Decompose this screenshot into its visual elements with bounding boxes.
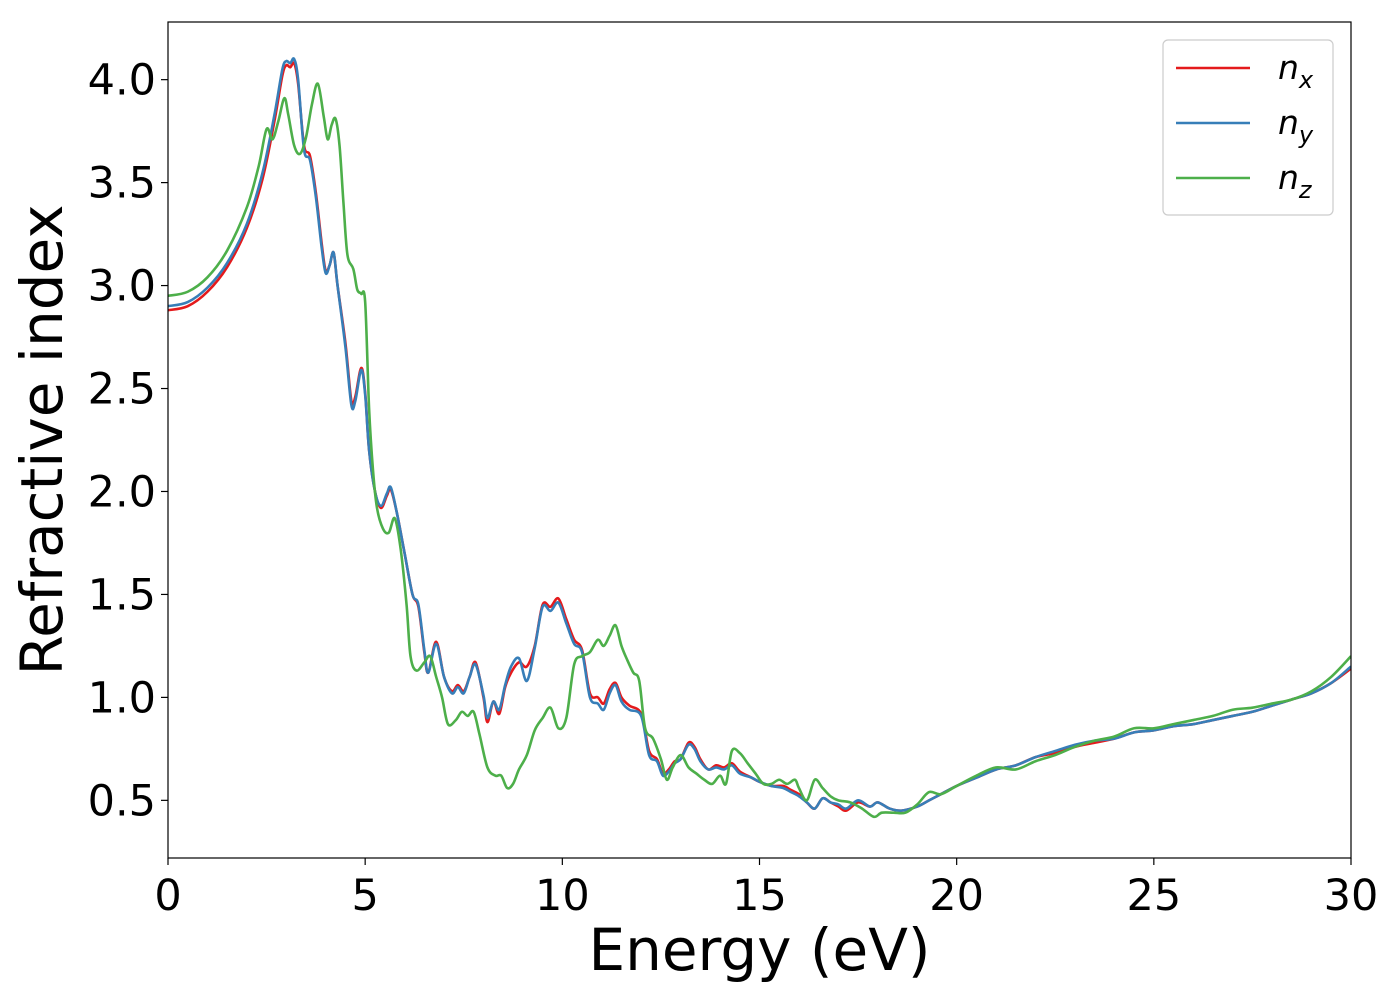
- y-tick-label: 3.0: [88, 262, 156, 312]
- legend-label-n-x: nx: [1278, 48, 1314, 94]
- legend-label-n-z: nz: [1278, 158, 1313, 204]
- y-tick-label: 0.5: [88, 776, 156, 826]
- legend-box: [1162, 39, 1334, 216]
- x-tick-label: 30: [1324, 871, 1379, 921]
- y-axis-label: Refractive index: [8, 204, 76, 675]
- y-tick-label: 2.0: [88, 467, 156, 517]
- x-tick-label: 10: [535, 871, 590, 921]
- y-tick-label: 4.0: [88, 56, 156, 106]
- x-tick-label: 20: [929, 871, 984, 921]
- y-tick-label: 3.5: [88, 159, 156, 209]
- y-tick-label: 1.5: [88, 570, 156, 620]
- x-axis-label: Energy (eV): [588, 916, 930, 984]
- legend-label-n-y: ny: [1278, 103, 1314, 149]
- y-axis-ticks: 0.5 1.0 1.5 2.0 2.5 3.0 3.5 4.0: [88, 56, 168, 826]
- plot-lines: [168, 57, 1351, 819]
- x-tick-label: 15: [732, 871, 787, 921]
- x-tick-label: 25: [1126, 871, 1181, 921]
- y-tick-label: 1.0: [88, 673, 156, 723]
- x-axis-ticks: 0 5 10 15 20 25 30: [154, 858, 1378, 921]
- x-tick-label: 0: [154, 871, 181, 921]
- legend: nx ny nz: [1162, 39, 1334, 216]
- series-line-n-z: [168, 82, 1351, 819]
- x-tick-label: 5: [351, 871, 378, 921]
- y-tick-label: 2.5: [88, 365, 156, 415]
